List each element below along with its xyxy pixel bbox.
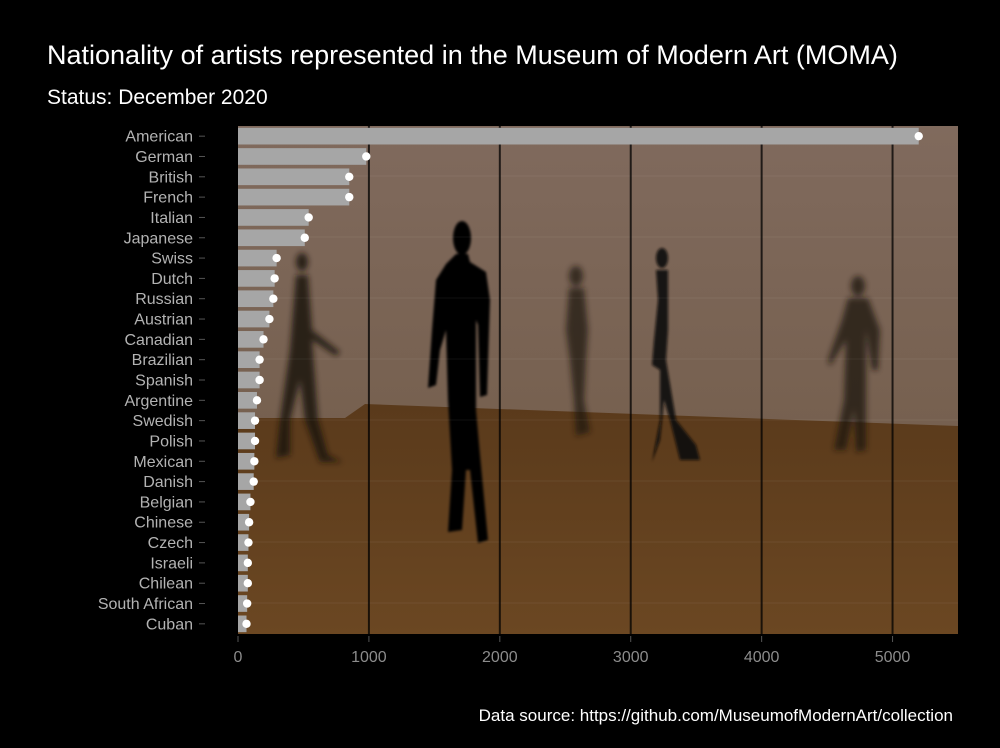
bar [238,432,256,450]
sculpture-figure [276,253,342,462]
x-tick-label: 1000 [351,649,387,666]
point [249,477,258,486]
bar [238,391,257,409]
point [362,152,371,161]
sculpture-figure [652,248,700,462]
point [304,213,313,222]
point [252,396,262,405]
bar [238,595,248,612]
points [242,131,923,629]
bar [238,310,270,328]
x-tick-label: 0 [234,649,243,666]
category-label: Mexican [133,454,193,471]
category-label: British [149,169,193,186]
vertical-gridlines [367,126,894,634]
point [243,579,253,588]
category-label: Spanish [135,373,193,390]
x-tick-labels: 0 1000 2000 3000 4000 5000 [234,636,911,666]
category-label: Czech [148,535,193,552]
sculpture-figure [566,266,590,436]
bar [238,331,264,348]
bar [238,209,309,226]
bar [238,554,248,572]
category-labels: American German British French Italian Japane… [98,129,205,633]
point [272,253,281,263]
category-label: Italian [150,210,193,227]
point [242,619,251,629]
x-tick-label: 3000 [613,649,649,666]
category-label: South African [98,596,193,613]
point [345,192,354,202]
category-label: French [143,190,193,207]
point [250,436,260,446]
point [265,314,274,324]
category-label: Cuban [146,616,193,633]
bar [238,534,249,551]
bar [238,249,277,267]
point [243,558,253,568]
bar [238,574,248,592]
category-label: American [125,129,193,146]
sculpture-figure [428,221,490,543]
bar [238,270,275,287]
category-label: Danish [143,474,193,491]
gallery-wall [238,126,958,432]
point [259,335,268,344]
category-label: Brazilian [132,352,193,369]
bar [238,148,367,165]
faint-gridlines [238,175,958,604]
point [244,518,254,527]
bar [238,513,250,531]
sculpture-figure [828,276,880,452]
x-tick-label: 4000 [744,649,780,666]
point [250,416,260,425]
category-label: Israeli [150,555,193,572]
point [270,274,279,283]
category-label: Chinese [134,515,193,532]
bar [238,290,274,308]
bar [238,615,247,633]
point [914,131,923,141]
bar [238,493,251,511]
x-tick-label: 2000 [482,649,518,666]
point [300,233,309,242]
bar [238,412,256,429]
category-label: Canadian [125,332,194,349]
category-label: Russian [135,291,193,308]
point [242,599,252,608]
bar [238,229,305,247]
point [255,355,264,364]
point [269,294,278,303]
chart-title: Nationality of artists represented in th… [47,40,898,70]
category-label: Belgian [140,494,193,511]
category-label: Swedish [133,413,193,430]
chart-subtitle: Status: December 2020 [47,86,268,109]
point [246,497,255,507]
category-label: Austrian [134,312,193,329]
category-label: Dutch [151,271,193,288]
gallery-background-image [238,126,958,634]
category-label: Chilean [139,576,193,593]
x-tick-label: 5000 [875,649,911,666]
point [250,457,259,466]
bar [238,168,350,186]
category-label: Japanese [124,230,193,247]
bar [238,473,254,490]
point [244,538,253,547]
gallery-floor [238,404,958,634]
category-label: Swiss [151,251,193,268]
chart-caption: Data source: https://github.com/Museumof… [478,706,953,725]
point [255,375,264,385]
category-label: Argentine [125,393,194,410]
category-label: German [135,149,193,166]
bars [238,127,919,633]
bar [238,127,919,145]
bar [238,371,260,389]
bar [238,351,260,369]
point [345,172,354,181]
bar [238,452,255,470]
bar [238,188,350,206]
category-label: Polish [149,433,193,450]
